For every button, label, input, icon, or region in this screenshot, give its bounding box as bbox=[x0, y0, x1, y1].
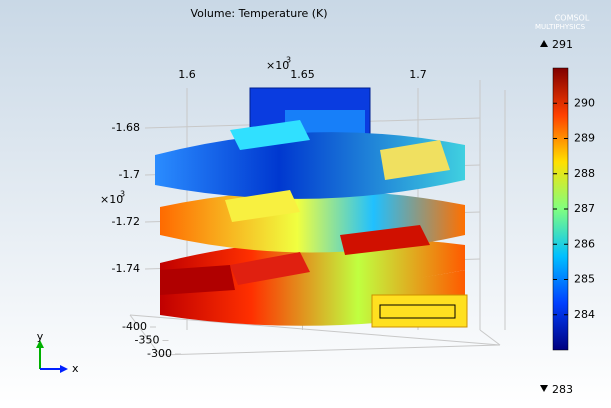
colorbar-tick-label: 285 bbox=[574, 273, 595, 286]
colorbar-max: 291 bbox=[552, 38, 573, 51]
y-tick-label: -1.74 bbox=[112, 262, 140, 275]
colorbar-tick-label: 287 bbox=[574, 202, 595, 215]
colorbar-tick-label: 286 bbox=[574, 237, 595, 250]
x-tick-label: 1.7 bbox=[409, 68, 427, 81]
y-tick-label: -1.7 bbox=[119, 168, 140, 181]
triad-label: y bbox=[37, 330, 44, 343]
y-exponent: 3 bbox=[120, 190, 125, 199]
colorbar-min: 283 bbox=[552, 383, 573, 396]
x-tick-label: 1.6 bbox=[178, 68, 196, 81]
chart: Volume: Temperature (K) COMSOL MULTIPHYS… bbox=[0, 0, 611, 404]
logo-line: COMSOL bbox=[555, 14, 590, 23]
colorbar-tick-label: 289 bbox=[574, 132, 595, 145]
z-tick-label: -400 bbox=[122, 320, 147, 333]
colorbar-tick-label: 288 bbox=[574, 167, 595, 180]
x-tick-label: 1.65 bbox=[290, 68, 315, 81]
y-tick-label: -1.68 bbox=[112, 121, 140, 134]
chart-title: Volume: Temperature (K) bbox=[190, 7, 327, 20]
triad-label: x bbox=[72, 362, 79, 375]
x-exponent: 3 bbox=[286, 56, 291, 65]
colorbar-tick-label: 284 bbox=[574, 308, 595, 321]
logo-line: MULTIPHYSICS bbox=[535, 23, 586, 31]
z-tick-label: -350 bbox=[135, 334, 160, 347]
colorbar-tick-label: 290 bbox=[574, 96, 595, 109]
z-tick-label: -300 bbox=[147, 347, 172, 360]
y-tick-label: -1.72 bbox=[112, 215, 140, 228]
